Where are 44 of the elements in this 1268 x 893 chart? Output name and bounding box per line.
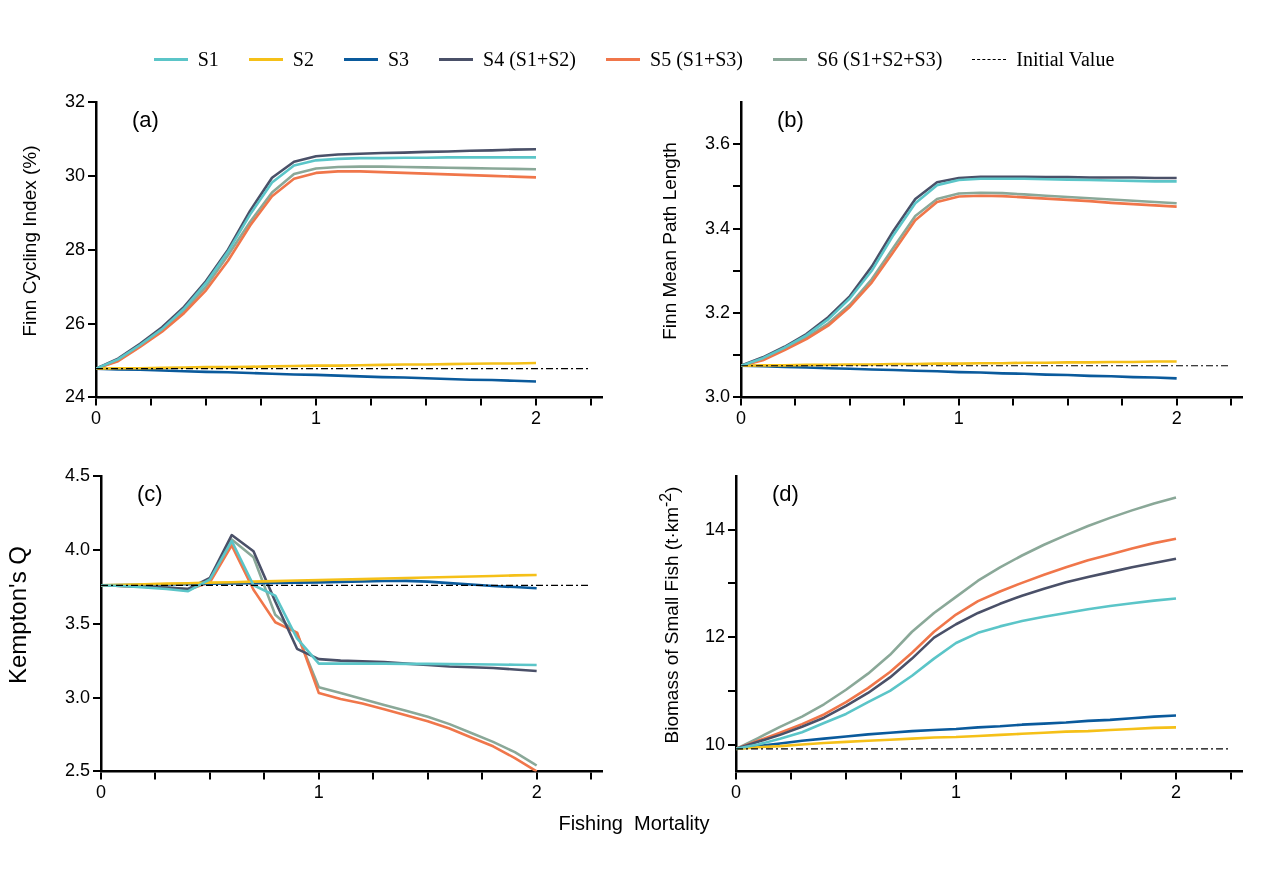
- x-tick-label: 0: [736, 408, 747, 429]
- x-tick-label: 2: [1171, 408, 1182, 429]
- annotation: (a): [132, 107, 159, 133]
- y-axis-title: Finn Mean Path Length: [659, 141, 681, 340]
- y-tick-label: 10: [704, 733, 726, 754]
- x-tick-label: 1: [953, 408, 964, 429]
- legend-label: Initial Value: [1016, 48, 1115, 71]
- x-tick-label: 1: [311, 408, 322, 429]
- x-tick-label: 0: [91, 408, 102, 429]
- y-tick-label: 3.0: [64, 686, 91, 707]
- y-tick-label: 30: [64, 164, 86, 185]
- y-tick-label: 4.5: [64, 464, 91, 485]
- annotation: (b): [777, 107, 804, 133]
- annotation: (d): [772, 481, 799, 507]
- x-tick-label: 2: [530, 408, 542, 429]
- x-tick-label: 1: [313, 782, 324, 803]
- y-tick-label: 26: [64, 312, 86, 333]
- y-tick-label: 3.4: [704, 217, 731, 238]
- x-tick-label: 2: [1170, 782, 1182, 803]
- y-tick-label: 14: [704, 518, 726, 539]
- legend-label: S5 (S1+S3): [650, 48, 743, 71]
- legend-label: S1: [197, 48, 219, 71]
- y-tick-label: 2.5: [64, 760, 91, 781]
- legend-label: S4 (S1+S2): [483, 48, 577, 71]
- annotation: (c): [137, 481, 163, 507]
- legend-label: S3: [387, 48, 410, 71]
- y-tick-label: 32: [64, 90, 86, 111]
- x-tick-label: 0: [731, 782, 742, 803]
- y-axis-title: Finn Cycling Index (%): [19, 144, 41, 337]
- y-tick-label: 4.0: [64, 538, 91, 559]
- legend-label: S2: [292, 48, 314, 71]
- x-tick-label: 0: [96, 782, 107, 803]
- x-tick-label: 2: [531, 782, 542, 803]
- y-axis-title: Kempton's Q: [4, 545, 32, 684]
- y-tick-label: 3.0: [704, 386, 731, 407]
- y-tick-label: 28: [64, 238, 86, 259]
- y-tick-label: 24: [64, 386, 86, 407]
- y-tick-label: 3.5: [64, 612, 91, 633]
- legend-label: S6 (S1+S2+S3): [816, 48, 943, 71]
- y-tick-label: 3.2: [704, 301, 731, 322]
- x-tick-label: 1: [951, 782, 962, 803]
- x-axis-title: Fishing Mortality: [557, 812, 711, 835]
- y-tick-label: 12: [704, 626, 726, 647]
- y-tick-label: 3.6: [704, 133, 731, 154]
